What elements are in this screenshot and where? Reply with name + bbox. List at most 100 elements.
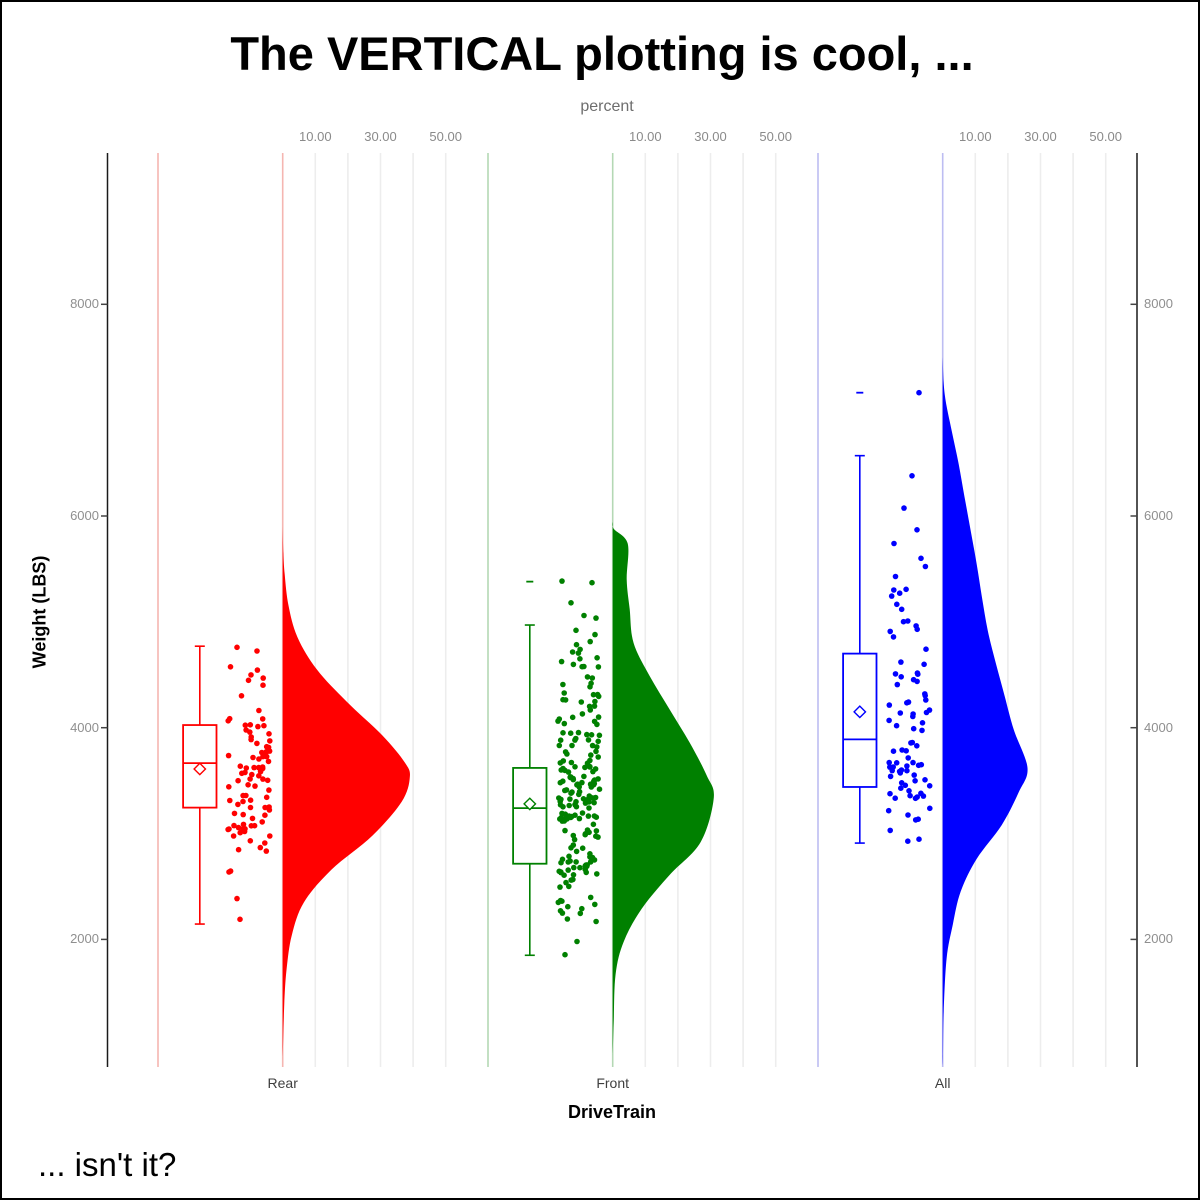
- data-point: [587, 894, 594, 901]
- data-point: [247, 776, 253, 782]
- data-point: [263, 794, 270, 801]
- data-point: [570, 832, 577, 839]
- data-point: [922, 563, 929, 570]
- data-point: [557, 760, 564, 766]
- y-tick-label-right: 8000: [1144, 296, 1173, 312]
- data-point: [559, 898, 565, 904]
- data-point: [914, 626, 920, 633]
- data-point: [235, 824, 242, 831]
- data-point: [586, 799, 592, 805]
- data-point: [910, 759, 916, 766]
- data-point: [581, 612, 587, 619]
- data-point: [559, 578, 565, 584]
- data-point: [582, 764, 588, 771]
- data-point: [267, 738, 273, 744]
- data-point: [247, 797, 254, 803]
- data-point: [230, 833, 237, 839]
- data-point: [243, 765, 250, 771]
- data-point: [567, 730, 574, 736]
- data-point: [573, 859, 579, 865]
- data-point: [568, 790, 574, 796]
- data-point: [922, 691, 928, 697]
- data-point: [887, 773, 894, 780]
- data-point: [590, 691, 597, 698]
- data-point: [561, 872, 567, 878]
- data-point: [592, 698, 598, 705]
- percent-tick-label: 30.00: [364, 129, 397, 144]
- y-tick-label-right: 4000: [1144, 719, 1173, 735]
- data-point: [890, 748, 897, 754]
- data-point: [575, 650, 582, 656]
- data-point: [584, 731, 590, 738]
- data-point: [226, 826, 232, 832]
- y-tick-label-right: 2000: [1144, 931, 1173, 947]
- data-point: [555, 718, 561, 724]
- data-point: [226, 784, 232, 790]
- data-point: [919, 720, 926, 726]
- data-point: [577, 656, 583, 662]
- data-point: [898, 674, 904, 680]
- data-point: [904, 763, 910, 769]
- data-point: [261, 722, 267, 729]
- data-point: [914, 794, 920, 800]
- data-point: [266, 787, 272, 793]
- percent-tick-label: 50.00: [429, 129, 462, 144]
- data-point: [589, 742, 596, 749]
- data-point: [572, 801, 578, 808]
- data-point: [574, 782, 580, 788]
- data-point: [595, 693, 602, 700]
- data-point: [591, 857, 598, 863]
- data-point: [557, 779, 564, 786]
- data-point: [251, 764, 257, 771]
- data-point: [567, 796, 573, 802]
- data-point: [590, 821, 597, 828]
- data-point: [231, 822, 237, 829]
- data-point: [566, 853, 572, 860]
- data-point: [596, 786, 603, 792]
- data-point: [225, 752, 232, 759]
- y-tick-label-left: 8000: [70, 296, 99, 312]
- data-point: [558, 859, 564, 866]
- data-point: [573, 627, 579, 634]
- data-point: [920, 793, 927, 799]
- data-point: [558, 658, 565, 665]
- data-point: [575, 729, 582, 736]
- data-point: [254, 740, 260, 747]
- data-point: [238, 693, 245, 699]
- box-all: [842, 652, 878, 788]
- data-point: [887, 827, 893, 834]
- data-point: [571, 864, 577, 871]
- data-point: [908, 740, 914, 746]
- data-point: [576, 788, 583, 795]
- data-point: [892, 795, 898, 801]
- data-point: [887, 628, 893, 635]
- data-point: [235, 777, 241, 784]
- data-point: [595, 834, 601, 840]
- data-point: [579, 711, 586, 717]
- data-point: [594, 655, 600, 661]
- data-point: [262, 804, 268, 811]
- data-point: [916, 836, 922, 842]
- data-point: [257, 768, 264, 775]
- data-point: [561, 690, 567, 696]
- data-point: [570, 661, 577, 668]
- data-point: [578, 699, 585, 705]
- data-point: [576, 815, 583, 822]
- data-point: [594, 744, 600, 750]
- data-point: [593, 828, 600, 834]
- data-point: [905, 812, 911, 818]
- data-point: [225, 718, 231, 724]
- data-point: [887, 764, 893, 770]
- data-point: [243, 727, 249, 733]
- data-point: [914, 743, 920, 749]
- data-point: [588, 732, 595, 738]
- data-point: [560, 730, 566, 736]
- data-point: [587, 684, 593, 690]
- data-point: [595, 738, 601, 745]
- data-point: [565, 903, 571, 910]
- data-point: [918, 761, 925, 768]
- data-point: [569, 742, 575, 749]
- data-point: [898, 785, 904, 791]
- category-label-rear: Rear: [267, 1075, 298, 1091]
- data-point: [568, 877, 574, 883]
